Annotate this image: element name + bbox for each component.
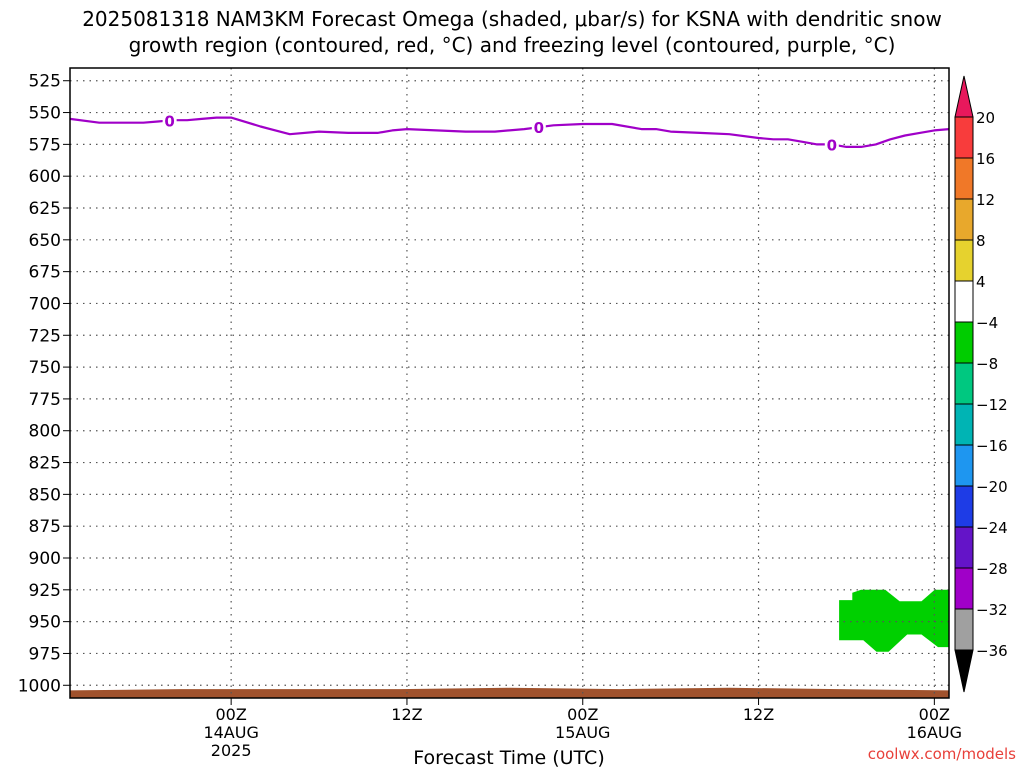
colorbar-swatch [954, 526, 974, 569]
credit-text: coolwx.com/models [867, 745, 1016, 763]
colorbar-label: −28 [976, 560, 1008, 578]
contour-label: 0 [827, 136, 837, 154]
colorbar-swatch [954, 485, 974, 528]
y-tick-label: 625 [29, 199, 61, 219]
y-tick-label: 775 [29, 390, 61, 410]
colorbar-label: −32 [976, 601, 1008, 619]
colorbar-swatch [954, 567, 974, 610]
omega-region-0 [839, 589, 949, 652]
colorbar-top-arrow [954, 75, 974, 118]
x-tick-label: 15AUG [555, 723, 610, 742]
y-tick-label: 675 [29, 263, 61, 283]
colorbar-label: 8 [976, 232, 986, 250]
colorbar-swatch [954, 321, 974, 364]
colorbar-label: −8 [976, 355, 998, 373]
y-tick-label: 825 [29, 454, 61, 474]
colorbar-swatch [954, 198, 974, 241]
y-tick-label: 900 [29, 549, 61, 569]
x-tick-label: 00Z [567, 705, 598, 724]
y-axis: 525 550 575 600 625 650 675 700 725 750 775 800 825 8… [18, 72, 70, 696]
contour-label: 0 [534, 119, 544, 137]
y-tick-label: 925 [29, 581, 61, 601]
terrain-fill [70, 687, 949, 698]
contour-label-bg [162, 112, 177, 129]
y-tick-label: 700 [29, 294, 61, 314]
x-tick-label: 2025 [211, 741, 252, 760]
y-tick-label: 525 [29, 72, 61, 92]
x-tick-label: 12Z [743, 705, 774, 724]
contour-label-bg [824, 136, 839, 153]
x-tick-label: 14AUG [203, 723, 258, 742]
colorbar-swatch [954, 280, 974, 323]
colorbar-swatch [954, 157, 974, 200]
colorbar-label: −16 [976, 437, 1008, 455]
y-tick-label: 750 [29, 358, 61, 378]
x-tick-label: 16AUG [907, 723, 962, 742]
grid-lines [70, 68, 949, 698]
colorbar-swatch [954, 362, 974, 405]
colorbar-label: −4 [976, 314, 998, 332]
colorbar-swatch [954, 444, 974, 487]
colorbar-label: −24 [976, 519, 1008, 537]
omega-shading [839, 589, 949, 652]
y-tick-label: 950 [29, 613, 61, 633]
colorbar-label: −36 [976, 642, 1008, 660]
y-tick-label: 550 [29, 104, 61, 124]
colorbar-swatch [954, 239, 974, 282]
chart-title-line-1: 2025081318 NAM3KM Forecast Omega (shaded… [82, 7, 942, 31]
colorbar-label: 16 [976, 150, 995, 168]
colorbar-swatch [954, 116, 974, 159]
x-tick-label: 00Z [215, 705, 246, 724]
plot-frame [69, 67, 950, 699]
y-tick-label: 850 [29, 485, 61, 505]
freezing-level-line [69, 116, 950, 148]
colorbar-label: −20 [976, 478, 1008, 496]
freezing-level-contours: 0 0 0 [69, 112, 950, 154]
contour-label: 0 [164, 112, 174, 130]
x-axis-title: Forecast Time (UTC) [413, 747, 604, 768]
y-tick-label: 575 [29, 135, 61, 155]
y-tick-label: 725 [29, 326, 61, 346]
y-tick-label: 975 [29, 644, 61, 664]
colorbar-label: 4 [976, 273, 986, 291]
colorbar-label: −12 [976, 396, 1008, 414]
contour-label-bg [531, 119, 546, 136]
y-tick-label: 875 [29, 517, 61, 537]
y-tick-label: 600 [29, 167, 61, 187]
colorbar-label: 12 [976, 191, 995, 209]
colorbar-swatch [954, 403, 974, 446]
colorbar-label: 20 [976, 109, 995, 127]
colorbar-bottom-arrow [954, 649, 974, 693]
y-tick-label: 800 [29, 422, 61, 442]
y-tick-label: 1000 [18, 676, 61, 696]
y-tick-label: 650 [29, 231, 61, 251]
chart-title-line-2: growth region (contoured, red, °C) and f… [128, 33, 896, 57]
colorbar-swatch [954, 608, 974, 651]
terrain-layer [70, 687, 949, 698]
x-tick-label: 00Z [919, 705, 950, 724]
x-tick-label: 12Z [391, 705, 422, 724]
colorbar: 20 16 12 8 4 −4 −8 −12 −16 −20 −24 −28 −32 −36 [954, 75, 1008, 693]
